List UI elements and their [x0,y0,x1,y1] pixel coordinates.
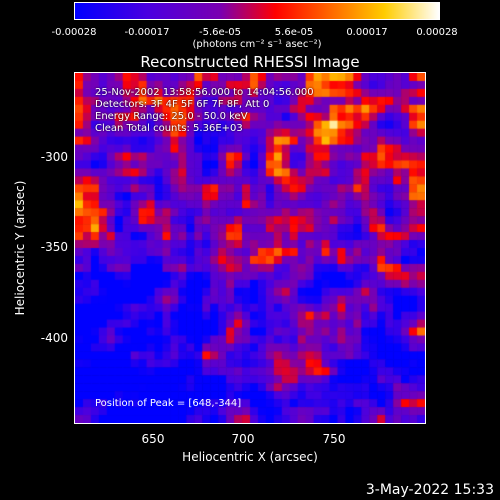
annotation-detectors: Detectors: 3F 4F 5F 6F 7F 8F, Att 0 [95,99,270,110]
colorbar-tick-label: 5.6e-05 [274,27,314,38]
timestamp: 3-May-2022 15:33 [365,482,494,498]
y-tick-label: -350 [40,240,68,254]
colorbar-tick-label: -0.00017 [124,27,170,38]
colorbar-tick-label: -0.00028 [51,27,97,38]
x-tick-label: 700 [231,432,255,446]
x-tick-label: 750 [322,432,346,446]
colorbar-unit-label: (photons cm⁻² s⁻¹ asec⁻²) [192,39,322,50]
colorbar-tick-label: 0.00028 [416,27,458,38]
peak-position-label: Position of Peak = [648,-344] [95,398,242,409]
x-axis-label: Heliocentric X (arcsec) [182,450,318,464]
chart-title: Reconstructed RHESSI Image [140,53,360,71]
x-tick-label: 650 [141,432,165,446]
heatmap-image [75,73,425,423]
colorbar [74,2,440,20]
y-tick-label: -300 [40,150,68,164]
colorbar-tick-label: 0.00017 [346,27,388,38]
annotation-total-counts: Clean Total counts: 5.36E+03 [95,123,243,134]
y-axis-label: Heliocentric Y (arcsec) [13,180,27,316]
annotation-energy-range: Energy Range: 25.0 - 50.0 keV [95,111,248,122]
annotation-time-range: 25-Nov-2002 13:58:56.000 to 14:04:56.000 [95,87,314,98]
plot-area: 25-Nov-2002 13:58:56.000 to 14:04:56.000… [74,72,426,424]
colorbar-tick-label: -5.6e-05 [199,27,241,38]
y-tick-label: -400 [40,331,68,345]
